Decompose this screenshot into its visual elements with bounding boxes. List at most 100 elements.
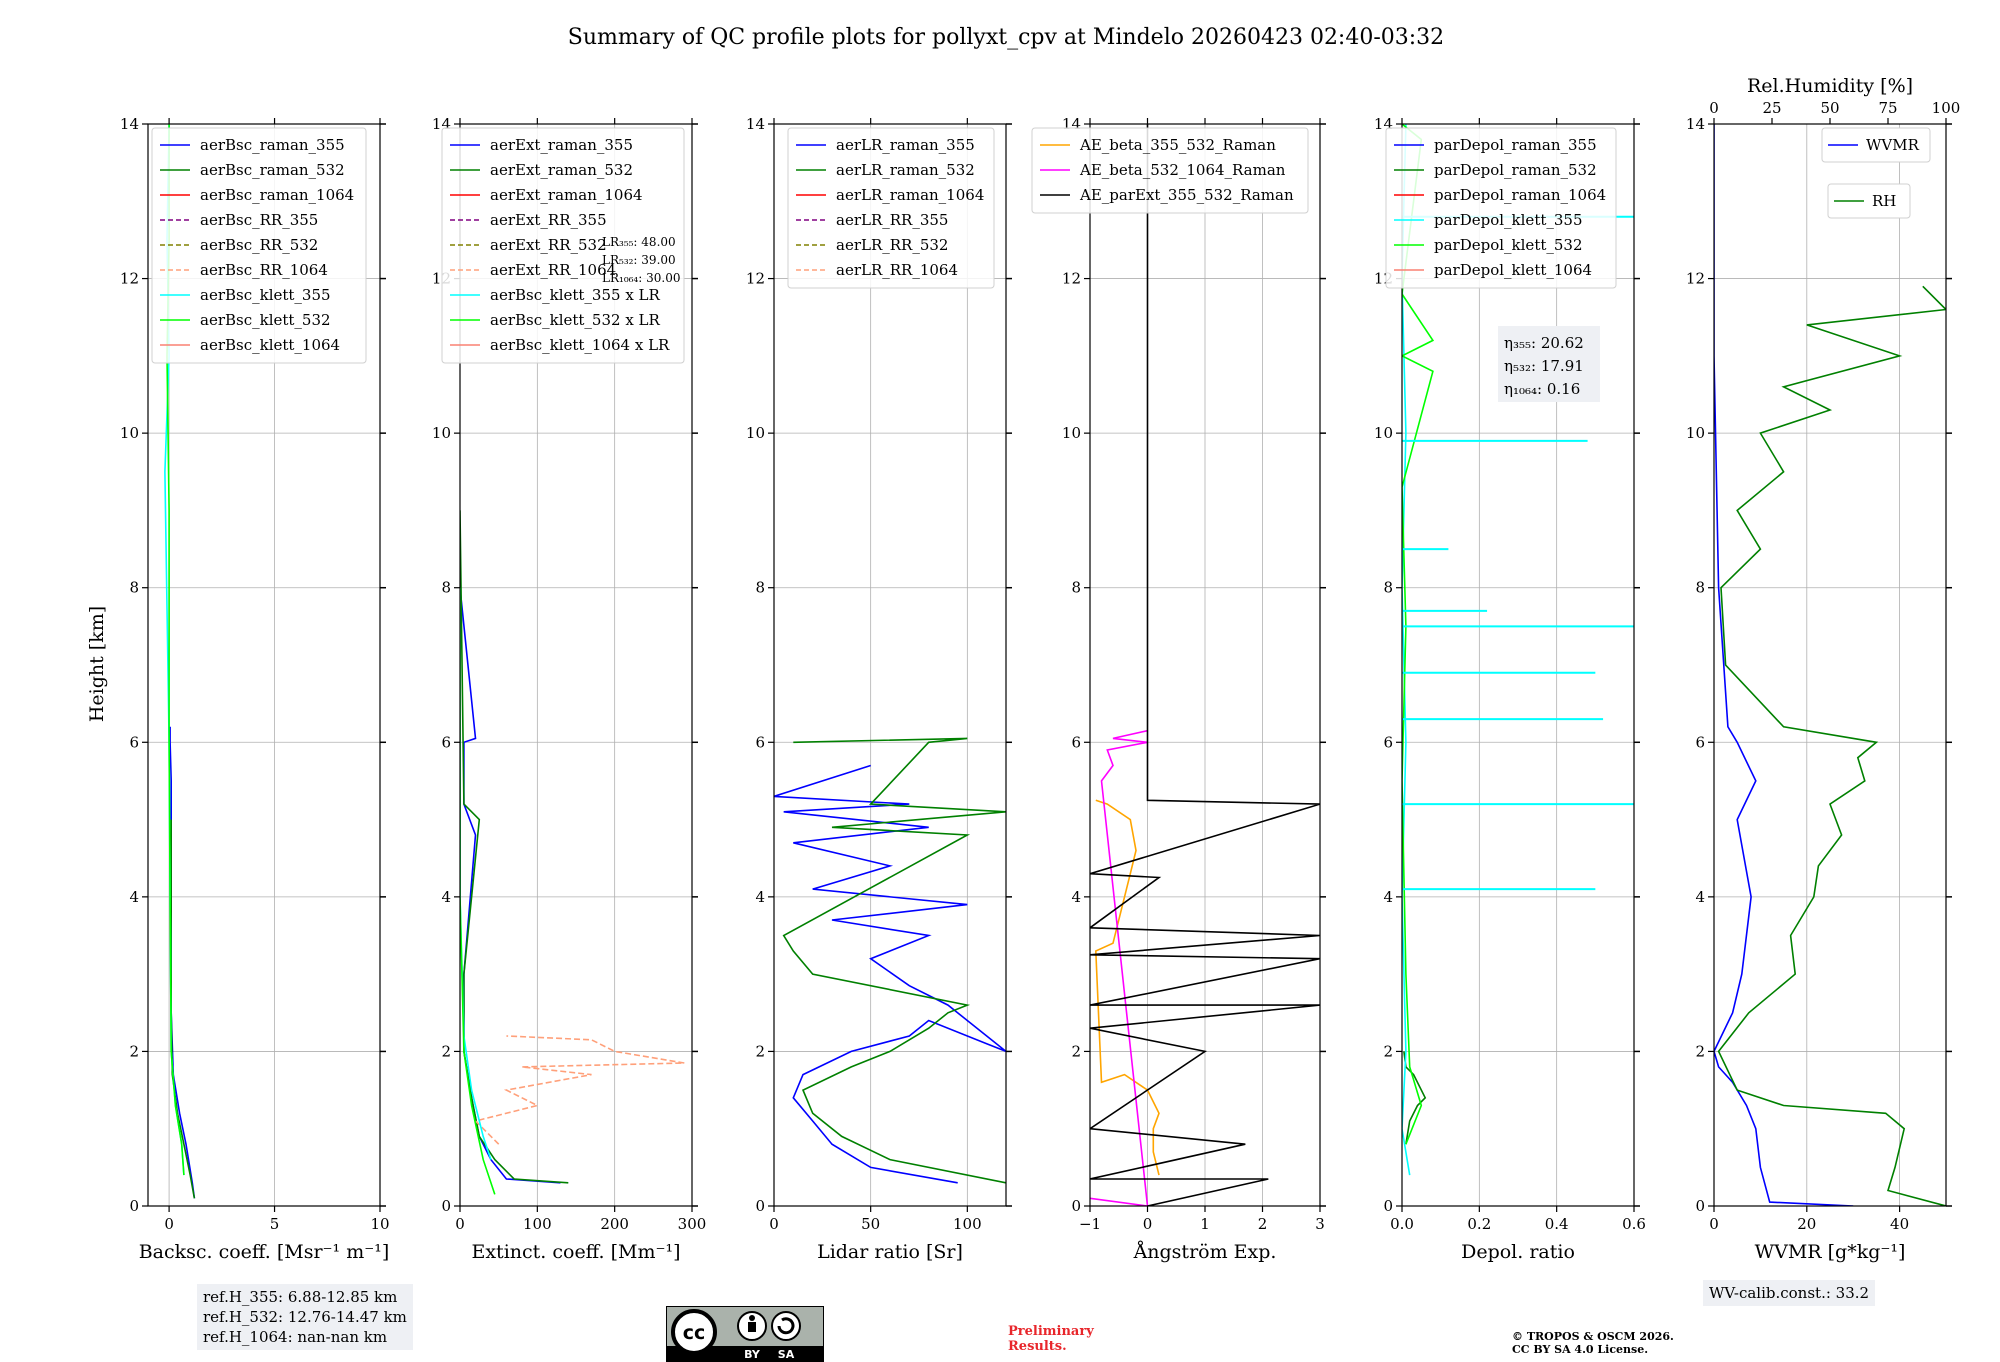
y-tick-label: 6 (1695, 733, 1705, 751)
cc-label: cc (683, 1322, 706, 1344)
axes-frame (147, 123, 381, 1207)
legend-wvmr: WVMR (1821, 127, 1931, 163)
legend-label: aerLR_RR_532 (836, 236, 948, 254)
legend-label: AE_beta_532_1064_Raman (1079, 161, 1286, 179)
cc-license-badge: cc BY SA (666, 1306, 824, 1362)
legend-box (1031, 127, 1309, 214)
top-axis-label: Rel.Humidity [%] (1747, 75, 1913, 97)
series-group (774, 737, 1006, 1184)
legend-label: aerBsc_klett_1064 (200, 336, 340, 354)
series-aerlr-raman-532 (782, 737, 1006, 1184)
y-axis-label: Height [km] (86, 606, 108, 722)
legend-label: aerBsc_RR_1064 (200, 261, 328, 279)
legend-label: aerBsc_klett_355 x LR (490, 286, 661, 304)
panel-1: 0 5 10 0 2 4 6 8 10 12 14 Backsc. coeff. [Msr⁻¹ m⁻¹… (120, 115, 390, 1263)
preliminary-line-2: Results. (1008, 1339, 1067, 1354)
legend-box (1821, 127, 1931, 163)
preliminary-line-1: Preliminary (1008, 1324, 1094, 1339)
x-tick-label: 0 (164, 1215, 174, 1233)
series-ae-parext-355-532-raman (1090, 124, 1320, 1206)
y-tick-label: 12 (120, 270, 139, 288)
legend-label: AE_beta_355_532_Raman (1079, 136, 1276, 154)
axes-frame (1401, 123, 1635, 1207)
ref-height-box: ref.H_355: 6.88-12.85 km ref.H_532: 12.7… (197, 1284, 413, 1350)
legend-label: parDepol_raman_1064 (1434, 186, 1606, 204)
x-tick-label: 0.6 (1622, 1215, 1646, 1233)
legend: aerLR_raman_355 aerLR_raman_532 aerLR_rama… (787, 127, 995, 289)
y-tick-label: 10 (1374, 424, 1393, 442)
y-tick-label: 4 (1695, 888, 1705, 906)
lr-annotation: LR₁₀₆₄: 30.00 (602, 271, 680, 285)
top-x-tick-label: 25 (1762, 99, 1781, 117)
legend-label: aerLR_raman_1064 (836, 186, 984, 204)
y-tick-label: 2 (441, 1042, 451, 1060)
y-tick-label: 2 (1383, 1042, 1393, 1060)
series-aerext-raman-532 (460, 510, 569, 1184)
lr-annotation: LR₅₃₂: 39.00 (602, 253, 676, 267)
axes-frame (773, 123, 1007, 1207)
eta-annotation: η₃₅₅: 20.62 η₅₃₂: 17.91 η₁₀₆₄: 0.16 (1498, 326, 1600, 402)
x-tick-label: 5 (270, 1215, 280, 1233)
y-tick-label: 14 (120, 115, 139, 133)
y-tick-label: 10 (1686, 424, 1705, 442)
legend: parDepol_raman_355 parDepol_raman_532 parD… (1385, 127, 1617, 289)
legend-label: parDepol_raman_532 (1434, 161, 1597, 179)
legend-label: aerBsc_RR_355 (200, 211, 318, 229)
legend-label: AE_parExt_355_532_Raman (1079, 186, 1294, 204)
series-aerext-raman-355 (460, 587, 561, 1184)
series-wvmr (1714, 124, 1854, 1206)
x-tick-label: 40 (1890, 1215, 1909, 1233)
y-tick-label: 6 (755, 733, 765, 751)
y-tick-label: 6 (1383, 733, 1393, 751)
legend-label: aerExt_RR_1064 (490, 261, 616, 279)
eta-line: η₃₅₅: 20.62 (1504, 334, 1584, 352)
y-tick-label: 10 (120, 424, 139, 442)
legend-label: parDepol_klett_1064 (1434, 261, 1592, 279)
x-tick-label: 0 (455, 1215, 465, 1233)
x-tick-label: 0.4 (1545, 1215, 1569, 1233)
y-tick-label: 8 (129, 579, 139, 597)
x-tick-label: 2 (1258, 1215, 1268, 1233)
x-tick-label: 10 (370, 1215, 389, 1233)
series-pardepol-klett-532 (1402, 124, 1435, 1145)
legend-label: aerLR_RR_355 (836, 211, 948, 229)
series-group (1090, 124, 1320, 1206)
y-tick-label: 8 (1071, 579, 1081, 597)
y-tick-label: 14 (746, 115, 765, 133)
legend-label: aerExt_RR_532 (490, 236, 607, 254)
legend-label: aerExt_RR_355 (490, 211, 607, 229)
x-tick-label: 200 (600, 1215, 629, 1233)
legend-box (441, 127, 685, 364)
preliminary-results: Preliminary Results. (1008, 1324, 1094, 1354)
x-tick-label: 20 (1797, 1215, 1816, 1233)
lr-annotation: LR₃₅₅: 48.00 (602, 235, 676, 249)
y-tick-label: 14 (1686, 115, 1705, 133)
x-axis-label: Lidar ratio [Sr] (817, 1241, 963, 1263)
cc-icon (671, 1309, 717, 1355)
legend-label: aerBsc_RR_532 (200, 236, 318, 254)
top-x-tick-label: 100 (1932, 99, 1961, 117)
share-alike-icon (771, 1311, 801, 1341)
x-axis-label: Extinct. coeff. [Mm⁻¹] (471, 1241, 680, 1263)
y-tick-label: 4 (129, 888, 139, 906)
series-group (460, 510, 685, 1195)
legend-label: aerBsc_klett_532 x LR (490, 311, 661, 329)
legend-label: aerLR_RR_1064 (836, 261, 958, 279)
y-tick-label: 6 (441, 733, 451, 751)
ref-height-532: ref.H_532: 12.76-14.47 km (203, 1308, 407, 1326)
figure-title: Summary of QC profile plots for pollyxt_… (568, 25, 1444, 50)
legend-label: parDepol_klett_532 (1434, 236, 1583, 254)
legend-label: parDepol_klett_355 (1434, 211, 1583, 229)
legend-box (151, 127, 367, 364)
legend-rh: RH (1827, 183, 1911, 219)
x-tick-label: 0 (769, 1215, 779, 1233)
eta-line: η₁₀₆₄: 0.16 (1504, 380, 1580, 398)
axes-frame (1713, 123, 1947, 1207)
y-tick-label: 10 (432, 424, 451, 442)
y-tick-label: 4 (755, 888, 765, 906)
legend-box (1827, 183, 1911, 219)
copyright: © TROPOS & OSCM 2026. CC BY SA 4.0 Licen… (1512, 1330, 1674, 1356)
